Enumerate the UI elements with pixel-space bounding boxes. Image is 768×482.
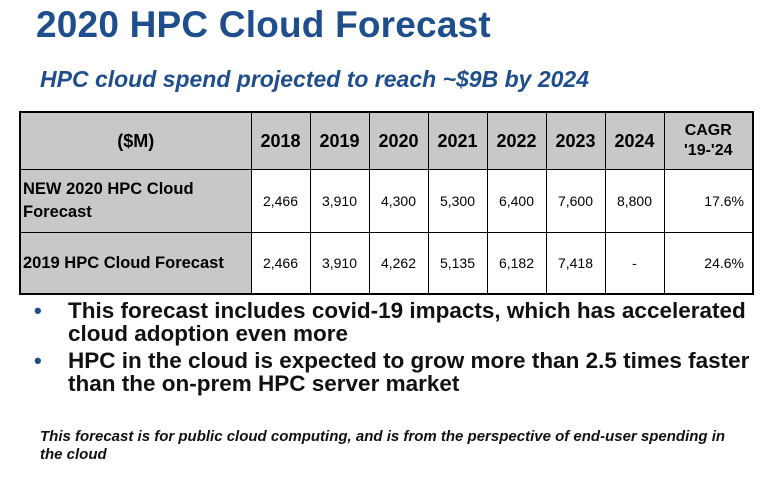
- header-year: 2022: [486, 111, 547, 170]
- bullet-icon: •: [34, 298, 42, 323]
- table-cell: 7,600: [545, 169, 606, 233]
- table-cell: 4,300: [368, 169, 429, 233]
- table-cell: 2,466: [250, 232, 311, 295]
- cagr-cell: 24.6%: [663, 232, 754, 295]
- header-unit: ($M): [19, 111, 252, 170]
- header-cagr-text: CAGR '19-'24: [683, 122, 733, 159]
- table-cell: 6,400: [486, 169, 547, 233]
- footnote: This forecast is for public cloud comput…: [40, 428, 726, 463]
- table-header-row: ($M) 2018 2019 2020 2021 2022 2023 2024 …: [19, 111, 754, 170]
- bullet-text: This forecast includes covid-19 impacts,…: [68, 298, 746, 346]
- table-cell: 4,262: [368, 232, 429, 295]
- header-year: 2024: [604, 111, 665, 170]
- header-year: 2021: [427, 111, 488, 170]
- header-year: 2020: [368, 111, 429, 170]
- header-year: 2023: [545, 111, 606, 170]
- header-year: 2018: [250, 111, 311, 170]
- table-cell: 2,466: [250, 169, 311, 233]
- slide-subtitle: HPC cloud spend projected to reach ~$9B …: [40, 66, 589, 92]
- table-cell: 5,135: [427, 232, 488, 295]
- slide-title: 2020 HPC Cloud Forecast: [36, 4, 491, 45]
- forecast-table: ($M) 2018 2019 2020 2021 2022 2023 2024 …: [19, 111, 754, 295]
- table-row: NEW 2020 HPC Cloud Forecast 2,466 3,910 …: [19, 169, 754, 233]
- bullet-item: • This forecast includes covid-19 impact…: [30, 299, 758, 345]
- table-cell: 3,910: [309, 232, 370, 295]
- table-row: 2019 HPC Cloud Forecast 2,466 3,910 4,26…: [19, 232, 754, 295]
- table-cell: 6,182: [486, 232, 547, 295]
- row-label: NEW 2020 HPC Cloud Forecast: [19, 169, 252, 233]
- bullet-text: HPC in the cloud is expected to grow mor…: [68, 348, 750, 396]
- header-cagr: CAGR '19-'24: [663, 111, 754, 170]
- table-cell: 8,800: [604, 169, 665, 233]
- table-cell: -: [604, 232, 665, 295]
- bullet-list: • This forecast includes covid-19 impact…: [30, 299, 758, 399]
- cagr-cell: 17.6%: [663, 169, 754, 233]
- table-cell: 5,300: [427, 169, 488, 233]
- row-label: 2019 HPC Cloud Forecast: [19, 232, 252, 295]
- bullet-icon: •: [34, 348, 42, 373]
- table-cell: 7,418: [545, 232, 606, 295]
- bullet-item: • HPC in the cloud is expected to grow m…: [30, 349, 758, 395]
- header-year: 2019: [309, 111, 370, 170]
- table-cell: 3,910: [309, 169, 370, 233]
